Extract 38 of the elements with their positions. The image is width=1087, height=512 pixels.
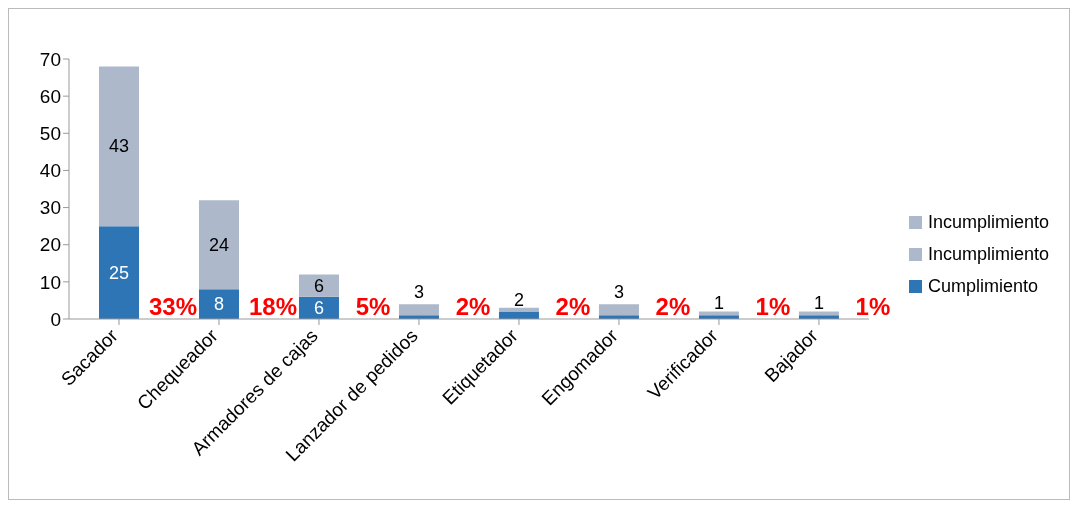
data-label: 3 — [613, 282, 624, 303]
legend-label: Incumplimiento — [927, 211, 1049, 233]
bar — [99, 66, 139, 227]
data-label: 24 — [208, 234, 230, 255]
y-tick-label: 60 — [39, 85, 61, 107]
text: 33% — [148, 293, 198, 320]
data-label: 6 — [313, 275, 324, 296]
y-tick-label: 70 — [39, 48, 61, 70]
text: 2% — [655, 293, 691, 320]
data-label: 1 — [813, 293, 824, 314]
legend-label: Cumplimiento — [927, 275, 1038, 297]
text: 1% — [755, 293, 791, 320]
y-tick-label: 50 — [39, 123, 61, 145]
bar — [298, 274, 339, 297]
text: 1% — [855, 293, 891, 320]
data-label: 25 — [108, 262, 130, 283]
data-label: 6 — [313, 297, 324, 318]
y-tick-label: 0 — [50, 308, 61, 330]
bar — [198, 200, 239, 290]
bar — [598, 304, 639, 316]
bar — [99, 226, 139, 319]
data-label: 2 — [513, 289, 524, 310]
data-label: 8 — [213, 294, 224, 315]
y-tick-label: 20 — [39, 234, 61, 256]
legend-label: Incumplimiento — [927, 243, 1049, 265]
bar — [498, 307, 539, 312]
text: 2% — [455, 293, 491, 320]
text: 5% — [355, 293, 391, 320]
data-label: 3 — [413, 282, 424, 303]
bar — [198, 289, 239, 319]
data-label: 43 — [108, 136, 130, 157]
y-tick-label: 40 — [39, 160, 61, 182]
bar — [398, 304, 439, 316]
text: 18% — [248, 293, 298, 320]
y-tick-label: 10 — [39, 271, 61, 293]
data-label: 1 — [713, 293, 724, 314]
text: 2% — [555, 293, 591, 320]
y-tick-label: 30 — [39, 197, 61, 219]
